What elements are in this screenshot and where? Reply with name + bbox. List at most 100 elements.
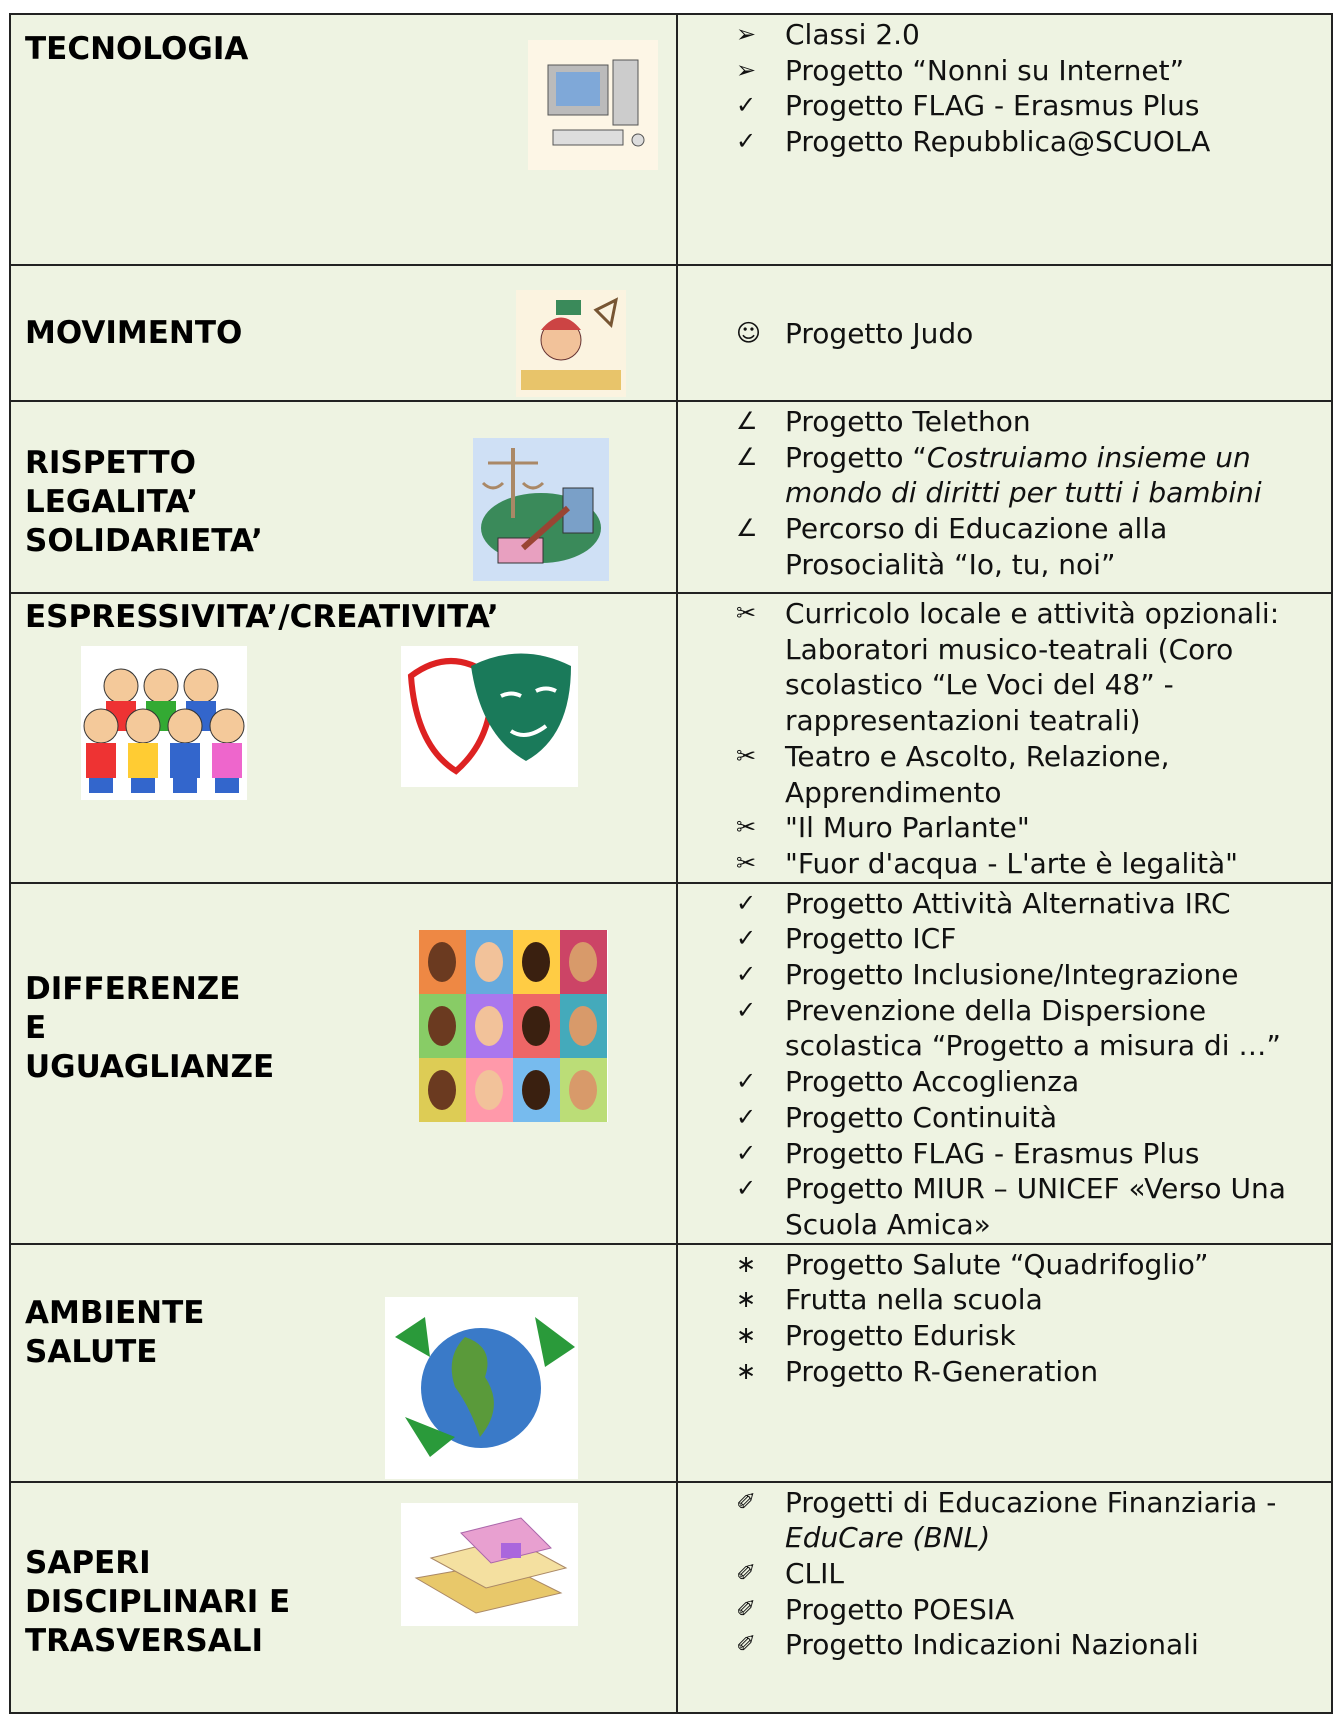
item-italic: Costruiamo insieme un mondo di diritti p… xyxy=(785,440,1262,510)
item-text: Teatro e Ascolto, Relazione, Apprendimen… xyxy=(785,739,1331,810)
item-plain: Progetto Indicazioni Nazionali xyxy=(785,1628,1199,1662)
title-line: SALUTE xyxy=(25,1333,158,1370)
project-item: ✐ CLIL xyxy=(736,1556,1331,1592)
project-item: ∗ Frutta nella scuola xyxy=(736,1282,1331,1318)
clipart-sport xyxy=(516,290,626,397)
title-line: LEGALITA’ xyxy=(25,483,199,520)
bullet: ✐ xyxy=(736,1630,757,1659)
project-list: ∗ Progetto Salute “Quadrifoglio” ∗ Frutta n… xyxy=(678,1245,1331,1390)
clipart-faces xyxy=(419,929,608,1122)
item-text: Progetto Salute “Quadrifoglio” xyxy=(785,1247,1208,1283)
item-plain: "Il Muro Parlante" xyxy=(785,811,1030,845)
project-item: ∗ Progetto Edurisk xyxy=(736,1318,1331,1354)
project-list: ✓ Progetto Attività Alternativa IRC ✓ Proge… xyxy=(678,884,1331,1243)
bullet: ✓ xyxy=(736,127,757,156)
item-text: Progetto “Nonni su Internet” xyxy=(785,53,1184,89)
bullet: ∠ xyxy=(736,514,758,543)
table-row: ESPRESSIVITA’/CREATIVITA’ ✂ Curricolo loca… xyxy=(9,592,1333,884)
item-plain: Percorso di Educazione alla Prosocialità… xyxy=(785,512,1168,581)
bullet: ➢ xyxy=(736,20,757,48)
bullet: ✓ xyxy=(736,1138,757,1167)
project-item: ✓ Progetto FLAG - Erasmus Plus xyxy=(736,1136,1331,1172)
category-title: TECNOLOGIA xyxy=(11,30,676,69)
item-text: Progetto Repubblica@SCUOLA xyxy=(785,124,1210,160)
bullet: ✓ xyxy=(736,91,757,120)
bullet: ✐ xyxy=(736,1487,757,1516)
bullet: ∠ xyxy=(736,442,758,471)
bullet: ∗ xyxy=(736,1285,757,1314)
item-plain: Progetto R-Generation xyxy=(785,1354,1099,1388)
project-item: ✂ "Il Muro Parlante" xyxy=(736,810,1331,846)
bullet: ✂ xyxy=(736,599,757,627)
clipart-justice xyxy=(473,438,609,581)
bullet: ∗ xyxy=(736,1249,757,1278)
project-list: ✐ Progetti di Educazione Finanziaria - Ed… xyxy=(678,1483,1331,1664)
project-item: ∗ Progetto Salute “Quadrifoglio” xyxy=(736,1247,1331,1283)
item-text: Progetti di Educazione Finanziaria - Edu… xyxy=(785,1485,1331,1556)
clipart-globe xyxy=(385,1296,578,1479)
item-text: Progetto Attività Alternativa IRC xyxy=(785,886,1231,922)
project-item: ∗ Progetto R-Generation xyxy=(736,1354,1331,1390)
bullet: ✂ xyxy=(736,848,757,877)
item-plain: Progetto POESIA xyxy=(785,1592,1015,1626)
bullet: ✓ xyxy=(736,1102,757,1131)
item-text: Progetto Accoglienza xyxy=(785,1064,1079,1100)
projects-table: TECNOLOGIA ➢ Classi 2.0 ➢ Progetto “Nonni su… xyxy=(9,13,1333,1714)
bullet: ✓ xyxy=(736,1174,757,1203)
title-line: RISPETTO xyxy=(25,444,196,481)
project-item: ➢ Progetto “Nonni su Internet” xyxy=(736,53,1331,89)
clipart-books xyxy=(401,1502,578,1626)
projects-cell: ☺ Progetto Judo xyxy=(676,264,1333,402)
title-line: DISCIPLINARI E xyxy=(25,1583,291,1620)
category-cell: TECNOLOGIA xyxy=(9,13,678,266)
item-text: Percorso di Educazione alla Prosocialità… xyxy=(785,511,1331,582)
project-item: ✓ Progetto ICF xyxy=(736,921,1331,957)
item-plain: Progetto MIUR – UNICEF «Verso Una Scuola… xyxy=(785,1172,1286,1241)
item-plain: Progetto FLAG - Erasmus Plus xyxy=(785,1136,1200,1170)
item-text: Classi 2.0 xyxy=(785,17,920,53)
item-plain: Progetti di Educazione Finanziaria - xyxy=(785,1485,1277,1519)
clipart-computer xyxy=(528,40,658,170)
bullet: ∠ xyxy=(736,407,758,435)
project-item: ➢ Classi 2.0 xyxy=(736,17,1331,53)
item-text: CLIL xyxy=(785,1556,844,1592)
projects-cell: ∠ Progetto Telethon ∠ Progetto “Costruiamo … xyxy=(676,400,1333,594)
project-item: ✓ Progetto Accoglienza xyxy=(736,1064,1331,1100)
item-plain: Progetto Edurisk xyxy=(785,1319,1016,1353)
item-plain: Progetto Continuità xyxy=(785,1100,1058,1134)
bullet: ✂ xyxy=(736,741,757,770)
item-plain: Progetto Repubblica@SCUOLA xyxy=(785,125,1211,159)
bullet: ☺ xyxy=(736,319,762,348)
item-text: Progetto Inclusione/Integrazione xyxy=(785,957,1238,993)
category-title: AMBIENTE SALUTE xyxy=(11,1294,676,1372)
item-plain: Progetto FLAG - Erasmus Plus xyxy=(785,89,1200,123)
project-item: ∠ Progetto Telethon xyxy=(736,404,1331,440)
bullet: ✐ xyxy=(736,1594,757,1623)
item-plain: Progetto Telethon xyxy=(785,405,1031,438)
item-plain: Teatro e Ascolto, Relazione, Apprendimen… xyxy=(785,739,1170,809)
project-item: ✓ Progetto Repubblica@SCUOLA xyxy=(736,124,1331,160)
table-body: TECNOLOGIA ➢ Classi 2.0 ➢ Progetto “Nonni su… xyxy=(9,13,1333,1714)
bullet: ∗ xyxy=(736,1356,757,1385)
category-title: RISPETTO LEGALITA’ SOLIDARIETA’ xyxy=(11,444,676,561)
table-row: DIFFERENZE E UGUAGLIANZE ✓ Progetto Attività… xyxy=(9,881,1333,1245)
item-text: Progetto R-Generation xyxy=(785,1354,1098,1390)
project-list: ∠ Progetto Telethon ∠ Progetto “Costruiamo … xyxy=(678,402,1331,583)
title-line: AMBIENTE xyxy=(25,1294,205,1331)
item-plain: Progetto ICF xyxy=(785,922,957,956)
projects-cell: ✂ Curricolo locale e attività opzionali: … xyxy=(676,592,1333,884)
title-line: SAPERI xyxy=(25,1544,151,1581)
clipart-kids xyxy=(81,646,247,800)
item-text: Progetto FLAG - Erasmus Plus xyxy=(785,88,1199,124)
title-line: MOVIMENTO xyxy=(25,314,243,351)
project-list: ➢ Classi 2.0 ➢ Progetto “Nonni su Internet”… xyxy=(678,15,1331,160)
item-plain: Progetto Attività Alternativa IRC xyxy=(785,886,1231,920)
item-plain: Prevenzione della Dispersione scolastica… xyxy=(785,993,1281,1063)
bullet: ✓ xyxy=(736,924,757,953)
project-item: ✓ Prevenzione della Dispersione scolastic… xyxy=(736,993,1331,1064)
category-cell: RISPETTO LEGALITA’ SOLIDARIETA’ xyxy=(9,400,678,594)
bullet: ✐ xyxy=(736,1559,757,1588)
table-row: MOVIMENTO ☺ Progetto Judo xyxy=(9,264,1333,402)
project-list: ☺ Progetto Judo xyxy=(678,314,1331,352)
project-item: ✂ Teatro e Ascolto, Relazione, Apprendime… xyxy=(736,739,1331,810)
